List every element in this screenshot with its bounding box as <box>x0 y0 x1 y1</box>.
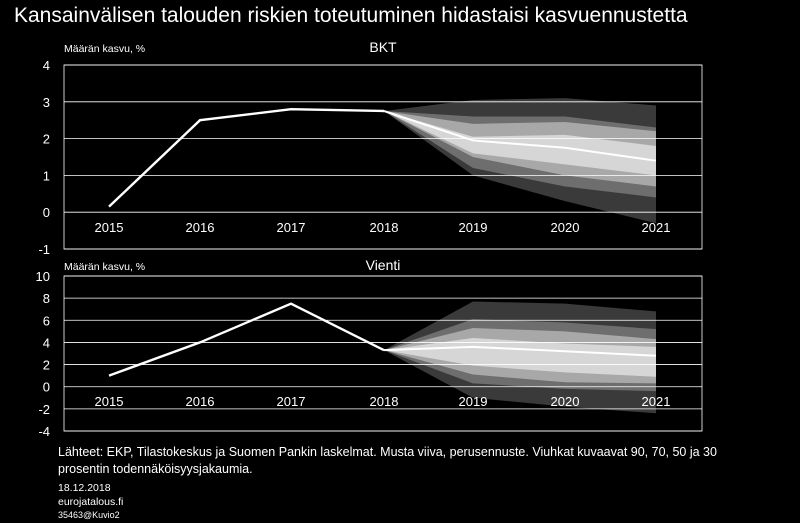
bkt-y-tick-label: 1 <box>43 168 50 183</box>
vienti-x-tick-label: 2015 <box>95 394 124 409</box>
bkt-x-tick-label: 2019 <box>459 220 488 235</box>
bkt-x-tick-label: 2016 <box>186 220 215 235</box>
bkt-y-tick-label: 2 <box>43 132 50 147</box>
vienti-chart: -4 -2 0 2 4 6 8 10 2015 2016 2017 2018 2019 2020 2021 V… <box>36 257 703 439</box>
vienti-x-tick-label: 2020 <box>551 394 580 409</box>
bkt-y-tick-label: 4 <box>43 58 50 73</box>
bkt-forecast-line <box>383 110 657 162</box>
vienti-y-tick-label: 4 <box>43 335 50 350</box>
vienti-x-tick-label: 2016 <box>186 394 215 409</box>
vienti-x-tick-label: 2018 <box>370 394 399 409</box>
vienti-panel-title: Vienti <box>366 257 401 273</box>
vienti-x-tick-label: 2021 <box>642 394 671 409</box>
vienti-forecast-line <box>383 345 657 357</box>
vienti-y-tick-label: -4 <box>38 424 50 439</box>
bkt-plot-frame <box>63 64 703 250</box>
vienti-y-tick-label: -2 <box>38 402 50 417</box>
bkt-x-tick-label: 2021 <box>642 220 671 235</box>
bkt-x-tick-label: 2017 <box>277 220 306 235</box>
bkt-y-tick-label: 0 <box>43 205 50 220</box>
source-note: Lähteet: EKP, Tilastokeskus ja Suomen Pa… <box>58 445 717 476</box>
vienti-x-tick-label: 2019 <box>459 394 488 409</box>
vienti-y-tick-label: 6 <box>43 313 50 328</box>
release-date: 18.12.2018 <box>58 482 111 494</box>
site-name: eurojatalous.fi <box>58 496 124 508</box>
bkt-x-tick-label: 2018 <box>370 220 399 235</box>
vienti-y-tick-label: 8 <box>43 291 50 306</box>
bkt-chart: -1 0 1 2 3 4 2015 2016 2017 2018 2019 2020 2021 BKT Mä… <box>38 39 703 257</box>
bkt-x-tick-label: 2015 <box>95 220 124 235</box>
bkt-y-axis-label: Määrän kasvu, % <box>64 43 145 55</box>
bkt-y-tick-label: -1 <box>38 242 50 257</box>
bkt-x-tick-label: 2020 <box>551 220 580 235</box>
vienti-y-axis-label: Määrän kasvu, % <box>64 261 145 273</box>
vienti-y-tick-label: 2 <box>43 358 50 373</box>
vienti-y-tick-label: 0 <box>43 380 50 395</box>
bkt-series-line <box>108 107 385 208</box>
bkt-panel-title: BKT <box>369 39 397 55</box>
vienti-x-tick-label: 2017 <box>277 394 306 409</box>
page-title: Kansainvälisen talouden riskien toteutum… <box>14 4 688 27</box>
chart-code: 35463@Kuvio2 <box>58 510 120 520</box>
vienti-y-tick-label: 10 <box>36 269 50 284</box>
vienti-plot-frame <box>63 275 703 432</box>
bkt-y-tick-label: 3 <box>43 95 50 110</box>
vienti-series-line <box>108 302 385 377</box>
